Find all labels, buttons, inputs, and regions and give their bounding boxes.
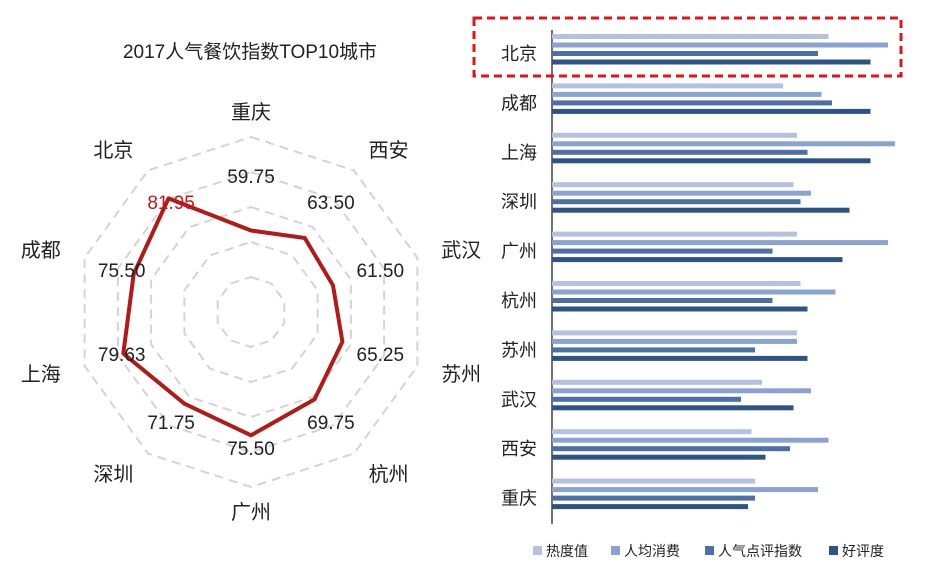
legend-swatch-2 — [705, 546, 714, 555]
highlight-box — [472, 16, 903, 78]
radar-title: 2017人气餐饮指数TOP10城市 — [123, 41, 377, 63]
radar-grid-ring-3 — [150, 205, 352, 419]
radar-grid-ring-2 — [183, 240, 319, 384]
bar-7-series-1 — [552, 388, 811, 394]
bar-category-1: 成都 — [501, 93, 537, 113]
bar-1-series-2 — [552, 100, 832, 106]
bar-4-series-3 — [552, 257, 843, 263]
radar-city-1-value: 63.50 — [307, 193, 355, 214]
radar-city-4-value: 69.75 — [307, 413, 355, 434]
bar-4-series-1 — [552, 240, 888, 246]
radar-city-3-value: 65.25 — [357, 345, 405, 366]
bar-9-series-3 — [552, 504, 748, 510]
legend-swatch-0 — [533, 546, 542, 555]
radar-city-4-name: 杭州 — [369, 463, 409, 486]
bar-8-series-2 — [552, 446, 790, 452]
legend-swatch-3 — [829, 546, 838, 555]
bar-6-series-2 — [552, 347, 755, 353]
bar-8-series-1 — [552, 437, 829, 443]
bar-4-series-0 — [552, 231, 797, 237]
bar-category-2: 上海 — [501, 143, 537, 163]
radar-grid-ring-5 — [83, 135, 419, 489]
radar-city-2-name: 武汉 — [441, 239, 481, 262]
radar-city-3-name: 苏州 — [441, 363, 481, 386]
bar-9-series-2 — [552, 495, 755, 501]
bar-0-series-0 — [552, 34, 829, 39]
radar-city-1-name: 西安 — [369, 139, 409, 162]
bar-5-series-2 — [552, 298, 773, 303]
bar-category-4: 广州 — [501, 242, 537, 262]
bar-6-series-3 — [552, 355, 808, 361]
bar-0-series-2 — [552, 51, 818, 56]
bar-1-series-1 — [552, 91, 822, 97]
radar-grid-ring-4 — [116, 170, 386, 454]
bar-3-series-2 — [552, 199, 801, 205]
radar-city-9-name: 北京 — [93, 139, 133, 162]
radar-city-8-value: 75.50 — [98, 261, 146, 282]
legend-swatch-1 — [611, 546, 620, 555]
legend-label-1: 人均消费 — [624, 543, 680, 559]
bar-3-series-3 — [552, 207, 850, 213]
bar-7-series-0 — [552, 379, 762, 385]
bar-6-series-1 — [552, 338, 797, 344]
radar-city-0-name: 重庆 — [231, 101, 271, 124]
bar-8-series-0 — [552, 429, 752, 435]
bar-3-series-1 — [552, 190, 811, 196]
radar-series — [121, 196, 345, 438]
bar-8-series-3 — [552, 454, 766, 460]
radar-city-5-value: 75.50 — [227, 439, 275, 460]
bar-category-9: 重庆 — [501, 489, 537, 509]
bar-category-3: 深圳 — [501, 192, 537, 212]
bar-5-series-0 — [552, 281, 801, 286]
bar-7-series-3 — [552, 405, 794, 411]
radar-city-6-name: 深圳 — [93, 463, 133, 486]
bar-2-series-2 — [552, 149, 808, 155]
bar-2-series-0 — [552, 132, 797, 138]
radar-city-7-value: 79.63 — [98, 345, 146, 366]
legend-label-2: 人气点评指数 — [718, 543, 802, 559]
bar-category-6: 苏州 — [501, 340, 537, 360]
radar-city-5-name: 广州 — [231, 501, 271, 524]
radar-city-0-value: 59.75 — [227, 167, 275, 188]
bar-9-series-0 — [552, 478, 755, 484]
radar-labels: 重庆 59.75 西安 63.50 武汉 61.50 苏州 65.25 杭州 69.75 广州 75.… — [21, 101, 481, 524]
bar-3-series-0 — [552, 182, 794, 188]
bar-5-series-3 — [552, 306, 808, 312]
bar-0-series-3 — [552, 59, 871, 65]
bar-legend: 热度值 人均消费 人气点评指数 好评度 — [533, 543, 884, 559]
bar-category-0: 北京 — [501, 44, 537, 64]
bar-5-series-1 — [552, 289, 836, 295]
radar-grid — [83, 135, 419, 489]
radar-grid-ring-1 — [216, 275, 286, 349]
bar-7-series-2 — [552, 396, 741, 402]
legend-label-0: 热度值 — [546, 543, 588, 559]
bar-9-series-1 — [552, 487, 818, 493]
bar-1-series-3 — [552, 108, 871, 114]
bar-2-series-3 — [552, 158, 871, 164]
radar-city-9-value: 81.95 — [147, 193, 195, 214]
radar-city-8-name: 成都 — [21, 239, 61, 262]
radar-city-2-value: 61.50 — [357, 261, 405, 282]
bar-6-series-0 — [552, 330, 797, 336]
bar-4-series-2 — [552, 248, 773, 254]
radar-series-outline — [121, 196, 345, 438]
legend-label-3: 好评度 — [842, 543, 884, 559]
radar-city-7-name: 上海 — [21, 363, 61, 386]
bar-0-series-1 — [552, 42, 888, 48]
bar-category-7: 武汉 — [501, 390, 537, 410]
bar-category-5: 杭州 — [501, 291, 537, 311]
radar-city-6-value: 71.75 — [147, 413, 195, 434]
bar-category-8: 西安 — [501, 439, 537, 459]
bar-2-series-1 — [552, 141, 895, 147]
bar-1-series-0 — [552, 83, 783, 89]
